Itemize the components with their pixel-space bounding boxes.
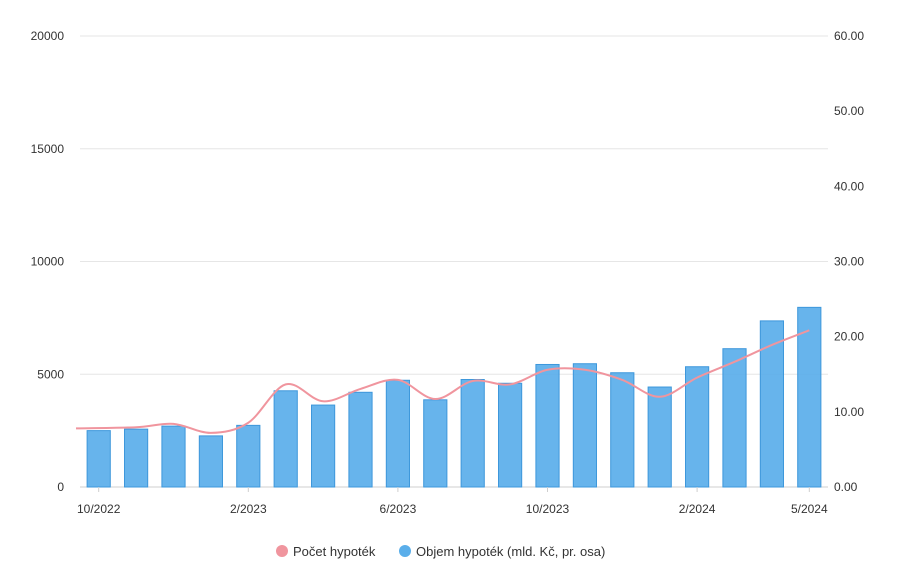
legend-item-volume[interactable]: Objem hypoték (mld. Kč, pr. osa) [399, 544, 605, 559]
legend-marker-count [276, 545, 288, 557]
left-tick-label: 10000 [31, 255, 65, 269]
volume-bar[interactable] [385, 379, 410, 488]
volume-bar[interactable] [311, 404, 336, 488]
volume-bar[interactable] [198, 435, 223, 488]
volume-bar[interactable] [124, 428, 149, 488]
volume-bars [86, 306, 822, 488]
volume-bar[interactable] [572, 363, 597, 488]
volume-bar[interactable] [460, 379, 485, 488]
volume-bar[interactable] [722, 348, 747, 488]
x-tick-label: 5/2024 [791, 502, 828, 516]
volume-bar[interactable] [86, 430, 111, 488]
volume-bar[interactable] [161, 425, 186, 488]
x-axis: 10/2022 2/2023 6/2023 10/2023 2/2024 5/2024 [77, 487, 828, 516]
legend-item-count[interactable]: Počet hypoték [276, 544, 376, 559]
grid-lines [80, 35, 828, 488]
right-tick-label: 10.00 [834, 405, 864, 419]
right-tick-label: 20.00 [834, 330, 864, 344]
volume-bar[interactable] [610, 372, 635, 488]
volume-bar[interactable] [759, 320, 784, 488]
count-series-line[interactable] [75, 329, 810, 434]
volume-bar[interactable] [685, 366, 710, 488]
x-tick-label: 6/2023 [380, 502, 417, 516]
left-tick-label: 5000 [37, 367, 64, 381]
right-tick-label: 30.00 [834, 255, 864, 269]
volume-bar[interactable] [273, 390, 298, 488]
volume-bar[interactable] [348, 391, 373, 488]
right-y-axis: 0.00 10.00 20.00 30.00 40.00 50.00 60.00 [834, 29, 864, 494]
left-tick-label: 20000 [31, 29, 65, 43]
right-tick-label: 50.00 [834, 104, 864, 118]
left-tick-label: 0 [57, 480, 64, 494]
volume-bar[interactable] [535, 363, 560, 488]
x-tick-label: 10/2023 [526, 502, 570, 516]
volume-bar[interactable] [236, 424, 261, 488]
right-tick-label: 0.00 [834, 480, 858, 494]
legend: Počet hypoték Objem hypoték (mld. Kč, pr… [276, 544, 605, 559]
right-tick-label: 40.00 [834, 179, 864, 193]
volume-bar[interactable] [498, 382, 523, 488]
left-y-axis: 0 5000 10000 15000 20000 [31, 29, 65, 494]
count-line [75, 329, 810, 434]
x-tick-label: 2/2023 [230, 502, 267, 516]
x-tick-label: 2/2024 [679, 502, 716, 516]
x-tick-label: 10/2022 [77, 502, 121, 516]
legend-label-count: Počet hypoték [293, 544, 376, 559]
volume-bar[interactable] [423, 399, 448, 488]
right-tick-label: 60.00 [834, 29, 864, 43]
legend-label-volume: Objem hypoték (mld. Kč, pr. osa) [416, 544, 605, 559]
volume-bar[interactable] [647, 386, 672, 488]
left-tick-label: 15000 [31, 142, 65, 156]
legend-marker-volume [399, 545, 411, 557]
